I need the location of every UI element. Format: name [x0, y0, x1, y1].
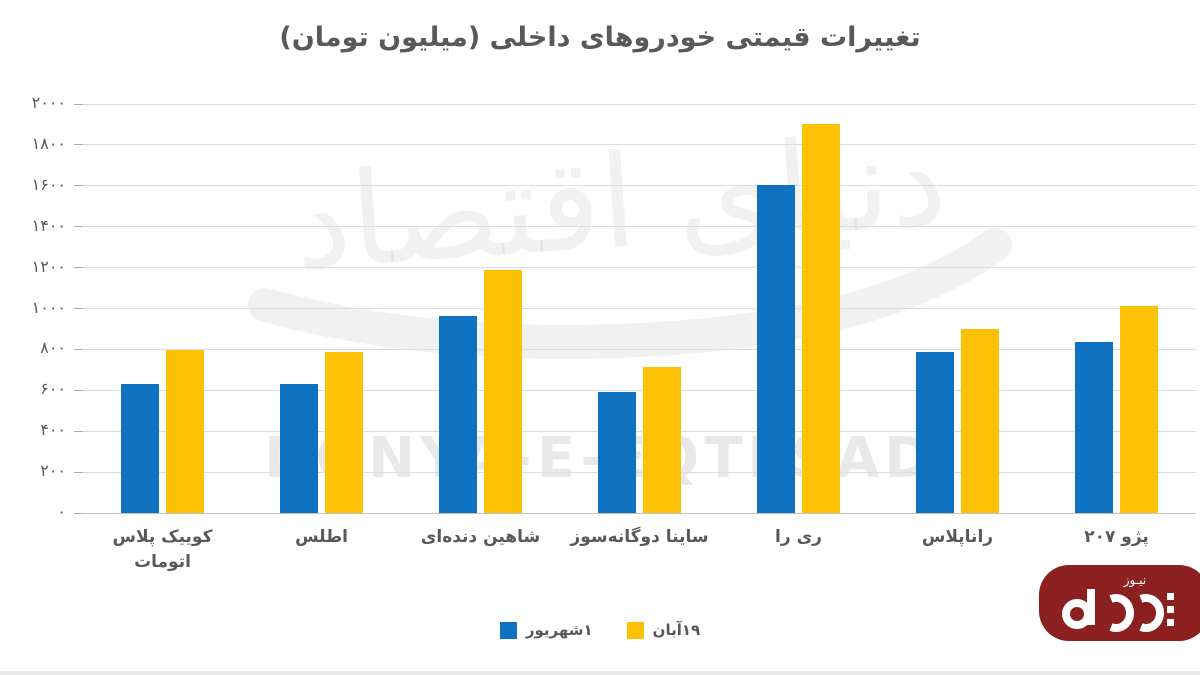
gridline — [83, 389, 1196, 391]
gridline — [83, 308, 1196, 309]
legend-item-shahrivar: ۱شهریور — [499, 621, 593, 639]
x-axis-label: اطلس — [243, 525, 401, 550]
news-logo-colon — [1167, 593, 1174, 626]
y-axis-label: ۸۰۰ — [40, 338, 66, 358]
gridline — [83, 430, 1196, 432]
x-axis-label-text: ساینا دوگانه‌سوز — [570, 527, 709, 547]
x-axis-label: کوییک پلاس اتومات — [84, 525, 242, 574]
y-axis-label: ۱۴۰۰ — [31, 215, 66, 235]
legend-swatch-shahrivar — [499, 621, 517, 639]
bar-shahrivar-3 — [439, 315, 477, 513]
bar-aban-3 — [484, 269, 522, 513]
bar-aban-7 — [1120, 306, 1158, 513]
bar-shahrivar-1 — [121, 384, 159, 513]
y-axis-label: ۱۰۰۰ — [31, 297, 66, 317]
watermark-calligraphy: دنیای اقتصاد — [288, 105, 952, 300]
x-axis-label: شاهین دنده‌ای — [402, 525, 560, 550]
bar-shahrivar-4 — [598, 392, 636, 513]
gridline — [83, 144, 1196, 146]
gridline — [83, 185, 1196, 187]
chart-title: تغییرات قیمتی خودروهای داخلی (میلیون توم… — [279, 22, 921, 53]
bar-aban-1 — [166, 350, 204, 513]
y-axis-label: ۱۲۰۰ — [31, 256, 66, 276]
legend-swatch-aban — [626, 621, 644, 639]
legend-label-aban: ۱۹آبان — [652, 621, 701, 639]
y-tick — [74, 512, 83, 514]
gridline — [83, 471, 1196, 473]
y-tick — [74, 144, 83, 146]
news-logo-subtext: نیـوز — [1123, 573, 1146, 588]
y-tick — [74, 267, 83, 269]
bar-shahrivar-7 — [1075, 342, 1113, 513]
gridline — [83, 348, 1196, 350]
bar-aban-4 — [643, 366, 681, 513]
y-tick — [74, 389, 83, 391]
y-tick — [74, 348, 83, 350]
bar-aban-2 — [325, 352, 363, 513]
y-axis-label: ۶۰۰ — [40, 379, 66, 399]
x-axis-label-text: شاهین دنده‌ای — [420, 527, 541, 547]
gridline — [83, 226, 1196, 228]
legend-item-aban: ۱۹آبان — [626, 621, 701, 639]
gridline — [83, 103, 1196, 105]
x-axis-label-text: راناپلاس — [921, 527, 994, 547]
x-axis-label-text: ری را — [775, 527, 822, 547]
x-axis-label-text: اطلس — [295, 527, 348, 547]
y-axis-label: ۱۶۰۰ — [31, 174, 66, 194]
x-axis-label-text: پژو ۲۰۷ — [1084, 527, 1149, 547]
y-axis-label: ۰ — [57, 502, 66, 521]
news-logo-glyphs — [1062, 589, 1164, 632]
y-axis-label: ۲۰۰ — [40, 461, 66, 481]
bar-shahrivar-2 — [280, 384, 318, 513]
bar-shahrivar-6 — [916, 352, 954, 513]
gridline — [83, 512, 1196, 514]
legend-label-shahrivar: ۱شهریور — [525, 621, 593, 639]
bar-aban-5 — [802, 124, 840, 513]
x-axis-label: راناپلاس — [879, 525, 1037, 550]
news-logo: نیـوز — [1039, 565, 1200, 641]
y-tick — [74, 103, 83, 105]
y-tick — [74, 471, 83, 473]
bar-shahrivar-5 — [757, 184, 795, 513]
y-tick — [74, 430, 83, 432]
y-axis-label: ۲۰۰۰ — [31, 93, 66, 112]
y-tick — [74, 308, 83, 309]
x-axis-label-text: کوییک پلاس اتومات — [112, 527, 213, 572]
x-axis-label: ری را — [720, 525, 878, 550]
y-tick — [74, 226, 83, 228]
legend: ۱شهریور ۱۹آبان — [0, 621, 1200, 639]
gridline — [83, 267, 1196, 269]
y-axis-label: ۱۸۰۰ — [31, 133, 66, 153]
x-axis-label: پژو ۲۰۷ — [1038, 525, 1196, 550]
x-axis-label: ساینا دوگانه‌سوز — [561, 525, 719, 550]
y-axis-label: ۴۰۰ — [40, 420, 66, 440]
y-tick — [74, 185, 83, 187]
bar-aban-6 — [961, 328, 999, 513]
